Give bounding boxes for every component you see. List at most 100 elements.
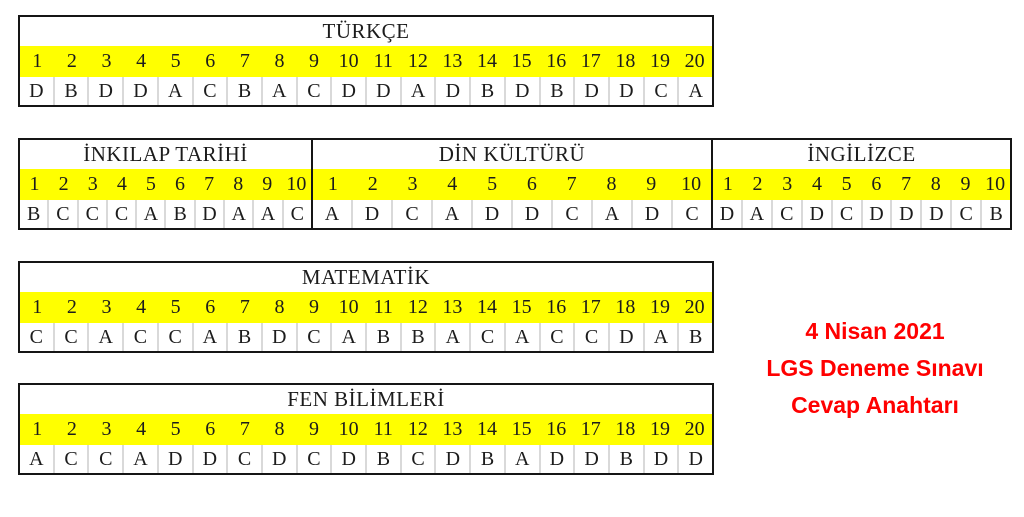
question-number: 8 (274, 296, 285, 318)
question-number: 9 (960, 173, 971, 195)
question-number-row: 1 2 3 4 5 6 7 8 9 10 (713, 169, 1010, 200)
answer-cell: D (351, 200, 391, 228)
question-number: 18 (615, 418, 636, 440)
question-number: 11 (373, 418, 393, 440)
answer-cell: D (890, 200, 920, 228)
answer-cell: C (281, 200, 311, 228)
answer-cell: B (365, 445, 400, 473)
answer-cell: A (122, 445, 157, 473)
question-number: 7 (901, 173, 912, 195)
answer-cell: A (740, 200, 771, 228)
question-number: 10 (985, 173, 1006, 195)
answer-cell: C (469, 323, 504, 351)
question-number: 4 (136, 296, 147, 318)
question-number: 10 (286, 173, 307, 195)
answer-cell: B (469, 445, 504, 473)
question-number: 2 (66, 296, 77, 318)
question-number: 8 (930, 173, 941, 195)
question-number: 2 (367, 173, 378, 195)
answer-cell: A (191, 323, 227, 351)
question-number: 5 (170, 50, 181, 72)
answer-cell: A (324, 202, 340, 225)
answer-cell: C (551, 200, 591, 228)
answer-cell: D (471, 200, 511, 228)
answer-cell: D (800, 200, 831, 228)
question-number: 7 (566, 173, 577, 195)
question-number: 2 (58, 173, 69, 195)
table-title: FEN BİLİMLERİ (287, 387, 445, 411)
answer-cell: B (52, 77, 88, 105)
question-number: 3 (407, 173, 418, 195)
answer-cell: C (295, 323, 331, 351)
question-number: 10 (338, 296, 359, 318)
answer-cell: C (950, 200, 980, 228)
question-number: 6 (205, 418, 216, 440)
question-number: 8 (274, 50, 285, 72)
exam-name: LGS Deneme Sınavı (766, 355, 984, 381)
question-number: 7 (204, 173, 215, 195)
answer-cell: A (399, 77, 435, 105)
table-matematik: MATEMATİK 1 2 3 4 5 6 7 8 9 10 11 12 13 14 15 16 17 18 19 2… (18, 261, 714, 353)
question-number: 16 (546, 50, 567, 72)
question-number: 2 (66, 50, 77, 72)
answer-cell: D (122, 77, 157, 105)
question-number: 2 (752, 173, 763, 195)
question-number: 4 (447, 173, 458, 195)
answer-cell: D (573, 77, 608, 105)
question-number: 9 (309, 418, 320, 440)
answer-cell: D (860, 200, 891, 228)
answer-cell: B (399, 323, 435, 351)
question-number: 11 (373, 50, 393, 72)
question-number: 8 (233, 173, 244, 195)
answer-cell: C (29, 325, 44, 348)
question-number: 5 (170, 418, 181, 440)
question-number: 17 (580, 418, 601, 440)
question-number: 15 (511, 296, 532, 318)
exam-note: 4 Nisan 2021 LGS Deneme Sınavı Cevap Ana… (735, 313, 1015, 424)
question-number: 12 (407, 50, 428, 72)
question-number: 17 (580, 50, 601, 72)
question-number-row: 1 2 3 4 5 6 7 8 9 10 11 12 13 14 15 16 17 18 19 20 (20, 414, 712, 445)
question-number: 7 (239, 296, 250, 318)
question-number: 14 (477, 418, 498, 440)
answer-cell: A (260, 77, 296, 105)
answer-cell: B (26, 202, 41, 225)
table-title: İNKILAP TARİHİ (83, 142, 248, 166)
question-number: 1 (32, 50, 43, 72)
answer-cell: C (295, 445, 331, 473)
answer-cell: C (122, 323, 157, 351)
answer-cell: A (330, 323, 365, 351)
answer-cell: D (538, 445, 574, 473)
answer-cell: A (431, 200, 471, 228)
answer-cell: B (538, 77, 574, 105)
answer-cell: B (980, 200, 1010, 228)
answer-cell: B (677, 323, 712, 351)
answer-cell: C (52, 445, 88, 473)
table-title: İNGİLİZCE (807, 142, 916, 166)
question-number: 7 (239, 50, 250, 72)
exam-date: 4 Nisan 2021 (805, 318, 945, 344)
question-number-row: 1 2 3 4 5 6 7 8 9 10 11 12 13 14 15 16 17 18 19 20 (20, 292, 712, 323)
table-title: TÜRKÇE (322, 19, 410, 43)
question-number: 1 (722, 173, 733, 195)
question-number: 7 (239, 418, 250, 440)
question-number: 14 (477, 296, 498, 318)
question-number: 19 (649, 418, 670, 440)
answer-cell: A (252, 200, 281, 228)
question-number: 1 (32, 296, 43, 318)
answer-cell: D (607, 77, 643, 105)
answer-cell: B (226, 77, 261, 105)
question-number: 4 (136, 50, 147, 72)
question-number: 3 (782, 173, 793, 195)
question-number: 9 (309, 50, 320, 72)
question-number: 8 (606, 173, 617, 195)
answer-cell: C (191, 77, 227, 105)
table-turkce: TÜRKÇE 1 2 3 4 5 6 7 8 9 10 11 12 13 14 15 16 17 18 19 20 D… (18, 15, 714, 107)
question-number: 10 (338, 50, 359, 72)
question-number: 6 (205, 296, 216, 318)
